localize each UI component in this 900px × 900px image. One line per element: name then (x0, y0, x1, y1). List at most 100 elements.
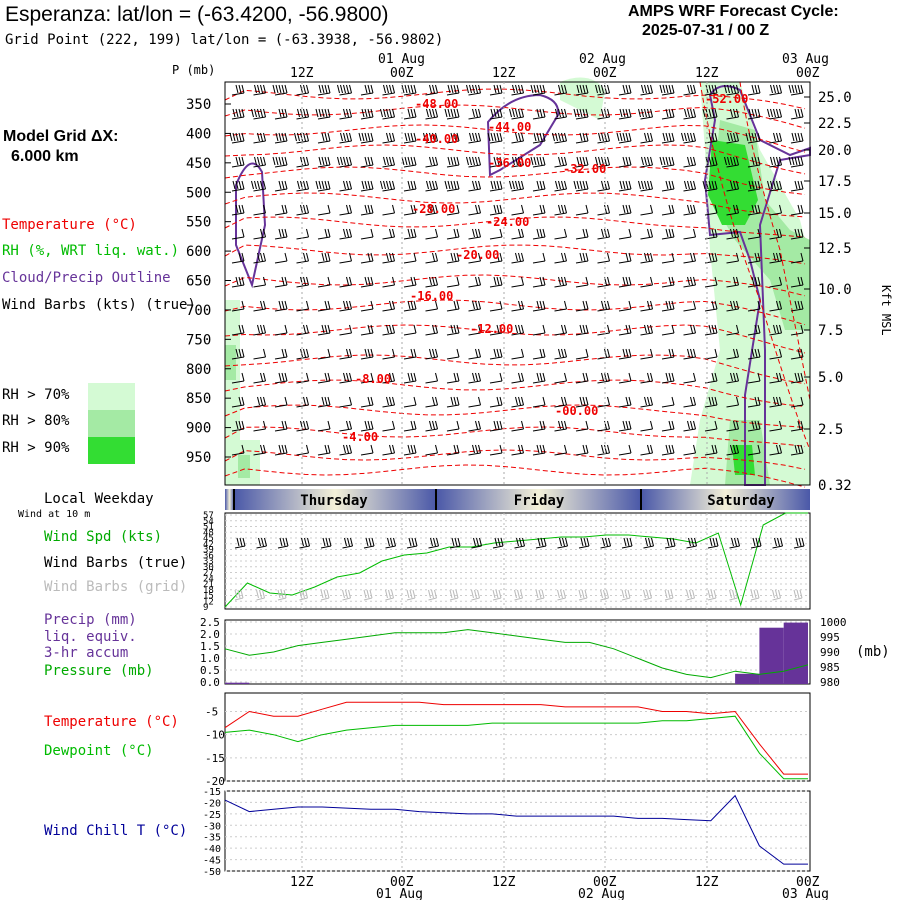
pressure-tick-label: 990 (820, 646, 840, 659)
barb-shaft (317, 356, 331, 360)
barb-flag (453, 228, 457, 238)
barb-flag (364, 180, 368, 190)
barb-shaft (468, 164, 481, 168)
wind-barb (360, 228, 374, 240)
barb-flag (557, 589, 560, 599)
wind-barb (597, 348, 610, 360)
barb-flag (757, 252, 761, 262)
wind-barb (253, 396, 266, 408)
barb-shaft (403, 140, 417, 144)
barb-flag (321, 180, 325, 190)
barb-shaft (428, 597, 437, 601)
barb-shaft (231, 332, 245, 336)
wind-barb (382, 252, 395, 264)
barb-flag (585, 204, 589, 214)
wind-barb (425, 252, 438, 264)
wind-barb (274, 204, 288, 216)
precip-label: Precip (mm) (44, 612, 137, 628)
barb-shaft (790, 332, 804, 336)
barb-flag (367, 420, 371, 430)
barb-flag (453, 252, 457, 262)
barb-flag (794, 132, 798, 142)
wind-barb (683, 372, 696, 384)
wind-barb (339, 324, 352, 336)
barb-flag (475, 204, 478, 214)
barb-shaft (532, 236, 546, 240)
barb-shaft (339, 428, 352, 432)
barb-flag (542, 252, 546, 262)
wind-barb (317, 420, 331, 432)
wind-barb (489, 372, 503, 384)
wind-barb (618, 204, 632, 216)
wind-barb (489, 180, 503, 192)
barb-flag (456, 204, 460, 214)
barb-shaft (382, 188, 395, 192)
wind-barb (618, 300, 632, 312)
wind-barb (790, 108, 804, 120)
wind-barb (769, 252, 782, 264)
barb-shaft (468, 332, 481, 336)
wind-barb (489, 396, 503, 408)
barb-flag (326, 589, 330, 599)
wind-barb (446, 348, 460, 360)
barb-flag (688, 537, 691, 547)
barb-shaft (747, 332, 761, 336)
barb-flag (380, 180, 383, 190)
barb-shaft (683, 332, 696, 336)
barb-flag (564, 348, 567, 358)
barb-shaft (790, 212, 804, 216)
wind-barb (552, 132, 567, 144)
barb-flag (410, 108, 414, 118)
barb-flag (607, 276, 610, 286)
barb-flag (364, 84, 368, 94)
barb-shaft (403, 188, 417, 192)
barb-flag (429, 156, 432, 166)
wind-barb (339, 252, 352, 264)
bottom-time-tick: 12Z (492, 875, 516, 890)
barb-flag (625, 348, 629, 358)
barb-flag (283, 589, 287, 599)
barb-shaft (769, 356, 782, 360)
wind-barb (339, 300, 352, 312)
wind-barb (231, 228, 245, 240)
wind-barb (640, 372, 653, 384)
barb-flag (647, 324, 650, 334)
wind-barb-true (449, 537, 461, 549)
barb-shaft (425, 332, 438, 336)
wind-barb (769, 84, 782, 96)
barb-shaft (382, 332, 395, 336)
barb-shaft (253, 332, 266, 336)
barb-shaft (468, 236, 481, 240)
wind-barb (446, 324, 460, 336)
barb-flag (714, 132, 718, 142)
barb-flag (260, 372, 263, 382)
wind-barb (530, 156, 546, 168)
barb-flag (736, 348, 739, 358)
wind-barb (769, 300, 782, 312)
temperature-contour (224, 104, 806, 129)
wind-barb (489, 444, 503, 456)
barb-flag (800, 108, 804, 118)
barb-flag (410, 204, 414, 214)
barb-flag (281, 132, 285, 142)
barb-flag (670, 589, 674, 599)
barb-flag (734, 537, 737, 547)
barb-flag (406, 589, 410, 599)
barb-shaft (382, 284, 395, 288)
barb-flag (776, 252, 779, 262)
barb-flag (343, 108, 346, 118)
barb-flag (475, 348, 478, 358)
barb-flag (327, 132, 331, 142)
barb-flag (757, 180, 761, 190)
barb-shaft (661, 380, 675, 384)
barb-flag (668, 204, 672, 214)
barb-flag (404, 156, 408, 166)
barb-flag (451, 537, 455, 547)
top-time-tick: 12Z (492, 66, 516, 81)
barb-flag (337, 84, 340, 94)
wind-barb (790, 276, 804, 288)
barb-flag (453, 156, 457, 166)
barb-flag (284, 324, 288, 334)
